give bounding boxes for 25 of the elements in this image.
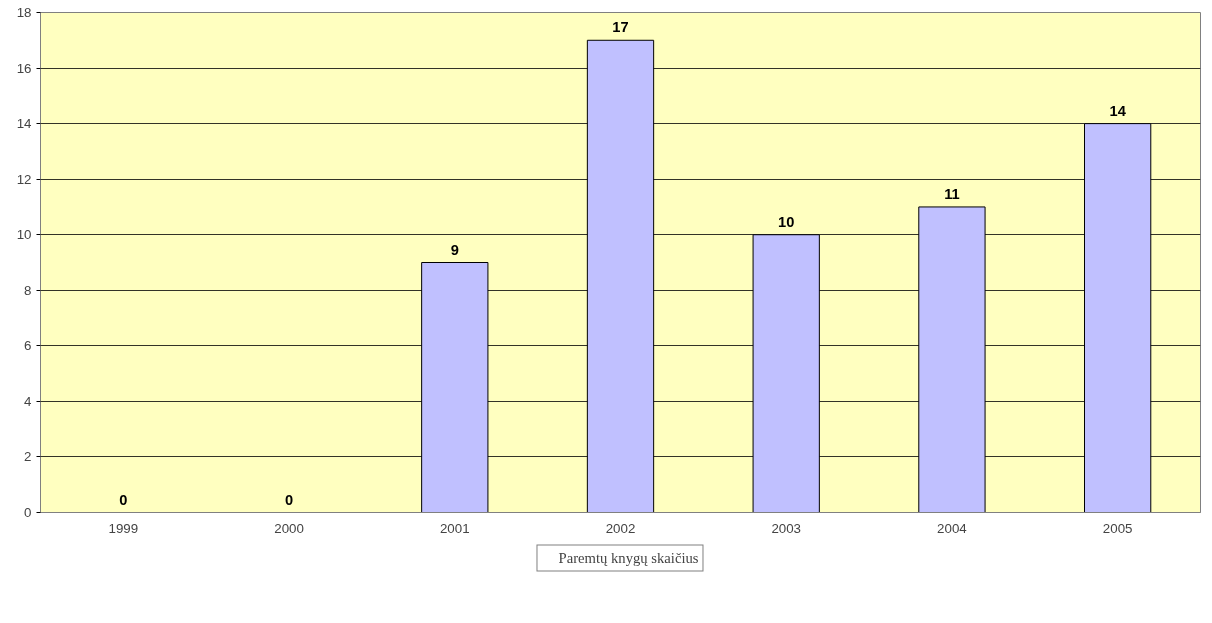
data-label: 0 xyxy=(119,491,128,508)
y-tick-label: 4 xyxy=(24,393,33,409)
text: Paremtų knygų skaičius xyxy=(558,549,699,566)
x-tick-label: 2004 xyxy=(937,520,968,536)
x-tick-label: 2000 xyxy=(274,520,304,536)
data-label: 14 xyxy=(1109,102,1127,119)
data-label: 10 xyxy=(778,213,795,230)
y-tick-label: 6 xyxy=(24,338,32,354)
y-tick-label: 0 xyxy=(24,505,32,520)
y-tick-label: 16 xyxy=(16,60,32,76)
y-tick-label: 2 xyxy=(24,449,32,465)
data-label: 17 xyxy=(612,19,629,36)
x-tick-label: 2005 xyxy=(1102,520,1133,536)
data-label: 11 xyxy=(944,185,960,202)
data-label: 0 xyxy=(285,491,294,508)
y-tick-label: 14 xyxy=(16,116,33,132)
x-tick-label: 2003 xyxy=(771,520,802,536)
y-tick-label: 18 xyxy=(16,5,32,20)
x-tick-label: 2001 xyxy=(439,520,470,536)
data-label: 9 xyxy=(450,241,459,258)
x-tick-label: 2002 xyxy=(605,520,636,536)
y-tick-label: 8 xyxy=(24,282,32,298)
y-tick-label: 10 xyxy=(16,227,32,243)
x-tick-label: 1999 xyxy=(108,520,139,536)
y-tick-label: 12 xyxy=(16,171,32,187)
